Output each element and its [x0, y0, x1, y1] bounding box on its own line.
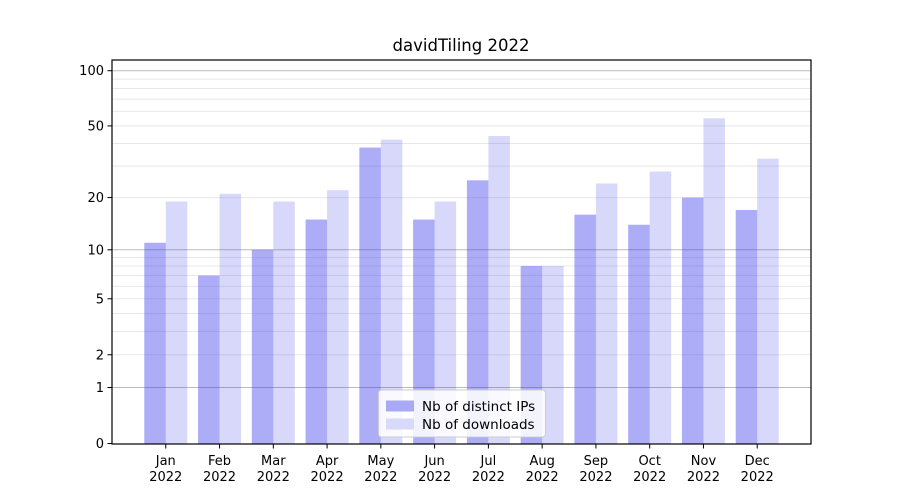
bar-ips-nov	[681, 197, 704, 444]
x-tick-label-month-mar: Mar	[261, 454, 286, 469]
x-tick-label-year-mar: 2022	[257, 470, 290, 485]
axes-layer: 0125102050100Jan2022Feb2022Mar2022Apr202…	[79, 64, 774, 485]
x-tick-label-year-jul: 2022	[472, 470, 505, 485]
bar-ips-may	[359, 147, 381, 444]
x-tick-label-year-oct: 2022	[633, 470, 666, 485]
y-tick-label-1: 1	[96, 381, 104, 396]
legend-swatch-downloads	[386, 418, 414, 430]
chart-title: davidTiling 2022	[393, 36, 530, 55]
grid-layer	[112, 70, 811, 389]
bar-ips-mar	[251, 249, 274, 444]
legend-label-distinct-ips: Nb of distinct IPs	[422, 399, 535, 415]
bar-ips-jan	[144, 242, 166, 444]
bar-downloads-sep	[595, 183, 618, 445]
bar-downloads-dec	[757, 158, 779, 444]
bar-ips-jun	[413, 219, 435, 444]
x-tick-label-year-nov: 2022	[687, 470, 720, 485]
bar-downloads-may	[380, 139, 403, 444]
bar-downloads-aug	[542, 266, 564, 444]
bar-ips-sep	[574, 214, 596, 444]
bar-ips-apr	[305, 219, 328, 444]
bar-downloads-jun	[434, 201, 457, 444]
plot-frame	[111, 59, 812, 445]
x-tick-label-month-nov: Nov	[691, 454, 717, 469]
x-tick-label-month-oct: Oct	[638, 454, 660, 469]
legend-label-downloads: Nb of downloads	[422, 417, 535, 433]
y-tick-label-5: 5	[96, 292, 104, 307]
x-tick-label-month-jun: Jun	[423, 454, 444, 469]
x-tick-label-year-sep: 2022	[579, 470, 612, 485]
x-tick-label-year-apr: 2022	[311, 470, 344, 485]
y-tick-label-0: 0	[96, 437, 104, 452]
x-tick-label-year-aug: 2022	[526, 470, 559, 485]
x-tick-label-month-dec: Dec	[745, 454, 770, 469]
bar-ips-oct	[628, 224, 650, 444]
bar-downloads-oct	[649, 171, 672, 444]
x-tick-label-year-feb: 2022	[203, 470, 236, 485]
x-tick-label-month-may: May	[367, 454, 394, 469]
x-tick-label-month-aug: Aug	[529, 454, 554, 469]
legend-swatch-distinct-ips	[386, 400, 414, 412]
bar-downloads-feb	[219, 193, 242, 444]
x-tick-label-month-jan: Jan	[155, 454, 176, 469]
bar-downloads-nov	[703, 118, 725, 444]
x-tick-label-year-jun: 2022	[418, 470, 451, 485]
bar-ips-jul	[466, 180, 489, 444]
x-tick-label-month-apr: Apr	[316, 454, 339, 469]
bar-ips-dec	[735, 210, 758, 444]
bar-ips-feb	[198, 275, 220, 444]
legend-box	[378, 389, 546, 438]
y-tick-label-50: 50	[87, 119, 104, 134]
y-tick-label-10: 10	[87, 243, 104, 258]
y-tick-label-100: 100	[79, 64, 104, 79]
bar-downloads-jan	[165, 201, 188, 444]
bars-layer	[144, 118, 779, 445]
x-tick-label-year-jan: 2022	[149, 470, 182, 485]
y-tick-label-2: 2	[96, 348, 104, 363]
bar-downloads-apr	[327, 190, 349, 444]
x-tick-label-month-jul: Jul	[480, 454, 497, 469]
x-tick-label-year-dec: 2022	[741, 470, 774, 485]
x-tick-label-month-sep: Sep	[584, 454, 609, 469]
x-tick-label-month-feb: Feb	[208, 454, 231, 469]
legend: Nb of distinct IPs Nb of downloads	[378, 389, 546, 438]
y-tick-label-20: 20	[87, 191, 104, 206]
bar-downloads-jul	[488, 136, 510, 444]
x-tick-label-year-may: 2022	[364, 470, 397, 485]
bar-downloads-mar	[273, 201, 295, 444]
